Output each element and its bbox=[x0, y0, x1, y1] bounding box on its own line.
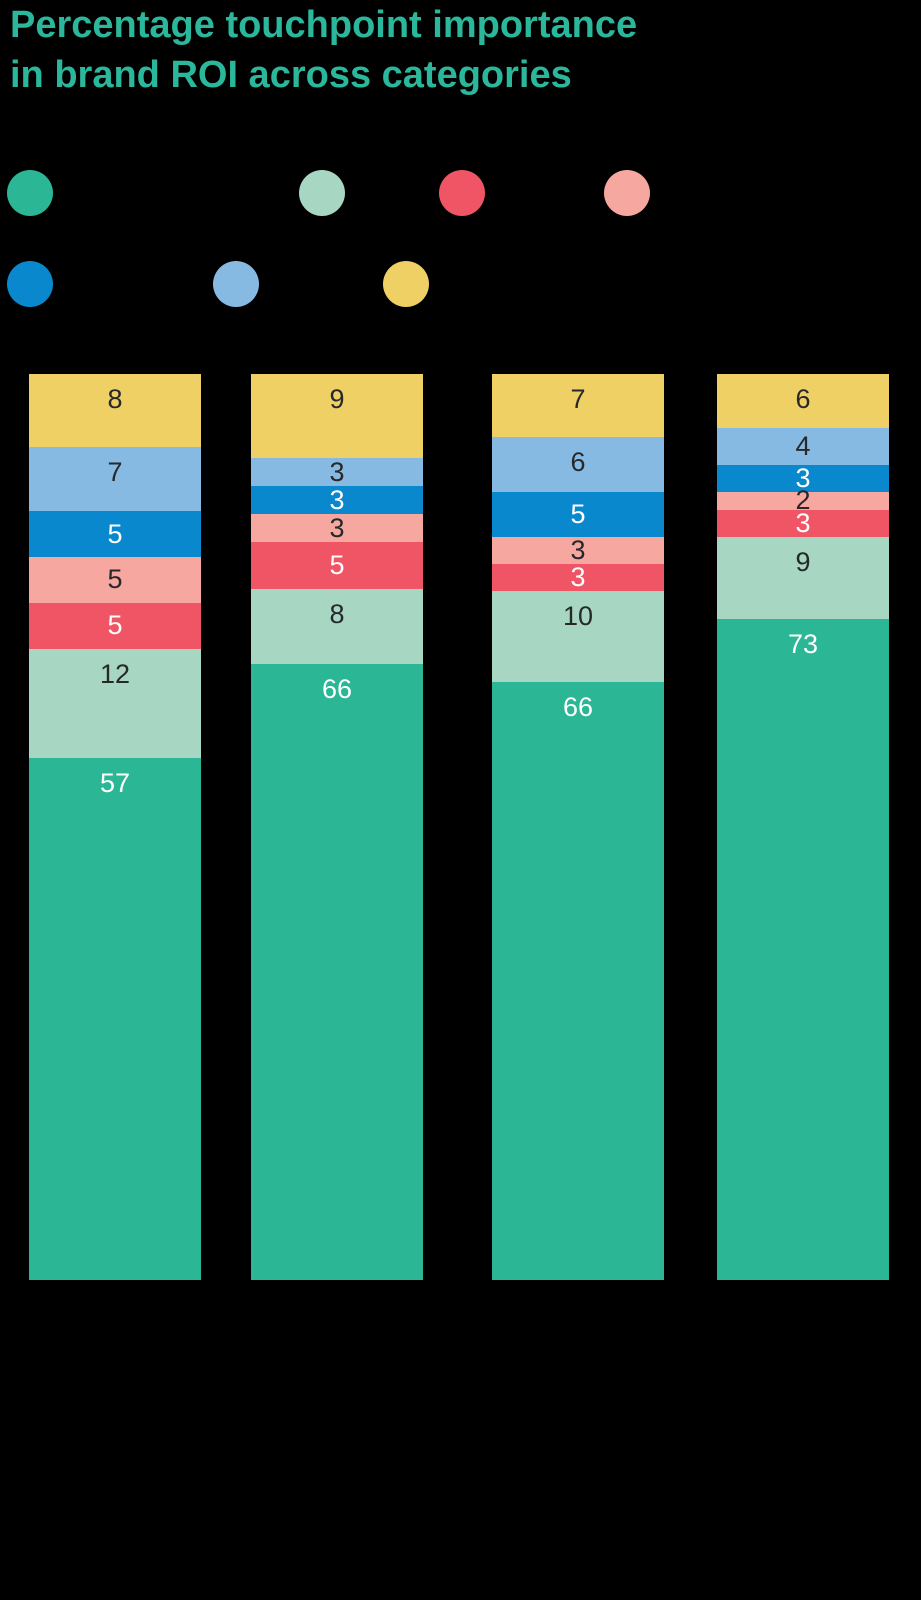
segment-value-label: 5 bbox=[107, 564, 123, 595]
segment-value-label: 5 bbox=[107, 610, 123, 641]
segment-red: 5 bbox=[29, 602, 201, 649]
segment-value-label: 2 bbox=[795, 485, 811, 516]
segment-teal: 57 bbox=[29, 758, 201, 1280]
segment-value-label: 10 bbox=[562, 601, 594, 632]
segment-value-label: 3 bbox=[329, 456, 345, 487]
segment-pink: 5 bbox=[29, 557, 201, 603]
segment-blue: 5 bbox=[492, 491, 664, 538]
segment-value-label: 3 bbox=[570, 562, 586, 593]
segment-yellow: 6 bbox=[717, 374, 889, 429]
legend-dot-pink-icon bbox=[604, 170, 650, 216]
segment-value-label: 4 bbox=[795, 430, 811, 461]
chart-title-line1: Percentage touchpoint importance bbox=[10, 4, 638, 46]
segment-light-blue: 4 bbox=[717, 428, 889, 465]
segment-value-label: 5 bbox=[570, 498, 586, 529]
segment-blue: 5 bbox=[29, 511, 201, 558]
segment-value-label: 5 bbox=[329, 549, 345, 580]
stacked-bar-4: 6 4 3 2 3 9 73 bbox=[717, 374, 889, 1281]
legend bbox=[0, 0, 921, 330]
segment-teal: 73 bbox=[717, 618, 889, 1281]
chart-title: Percentage touchpoint importance in brand… bbox=[10, 0, 637, 100]
legend-dot-light-blue-icon bbox=[213, 261, 259, 307]
segment-mint: 8 bbox=[251, 588, 423, 664]
stacked-bar-1: 8 7 5 5 5 12 57 bbox=[29, 374, 201, 1280]
stacked-bar-2: 9 3 3 3 5 8 66 bbox=[251, 374, 423, 1280]
segment-red: 5 bbox=[251, 542, 423, 589]
segment-value-label: 3 bbox=[795, 462, 811, 493]
segment-value-label: 9 bbox=[329, 384, 345, 414]
legend-dot-blue-icon bbox=[7, 261, 53, 307]
legend-dot-red-icon bbox=[439, 170, 485, 216]
segment-mint: 10 bbox=[492, 591, 664, 683]
chart-title-line2: in brand ROI across categories bbox=[10, 54, 572, 96]
segment-value-label: 12 bbox=[99, 658, 131, 689]
segment-value-label: 8 bbox=[329, 598, 345, 629]
segment-value-label: 6 bbox=[570, 447, 586, 478]
legend-dot-yellow-icon bbox=[383, 261, 429, 307]
segment-value-label: 73 bbox=[787, 628, 819, 659]
segment-red: 3 bbox=[492, 562, 664, 593]
segment-value-label: 57 bbox=[99, 768, 131, 799]
segment-value-label: 3 bbox=[570, 535, 586, 566]
segment-value-label: 3 bbox=[329, 484, 345, 515]
segment-yellow: 7 bbox=[492, 374, 664, 438]
legend-dot-teal-icon bbox=[7, 170, 53, 216]
segment-teal: 66 bbox=[492, 682, 664, 1280]
segment-value-label: 6 bbox=[795, 384, 811, 414]
segment-red: 3 bbox=[717, 507, 889, 538]
segment-value-label: 7 bbox=[570, 384, 586, 414]
legend-dot-mint-icon bbox=[299, 170, 345, 216]
segment-value-label: 3 bbox=[795, 507, 811, 538]
segment-value-label: 7 bbox=[107, 457, 123, 488]
segment-mint: 9 bbox=[717, 537, 889, 619]
segment-value-label: 3 bbox=[329, 512, 345, 543]
segment-yellow: 8 bbox=[29, 374, 201, 448]
plot-area: 8 7 5 5 5 12 57 9 3 3 3 5 8 66 7 6 5 3 3 10 66 6 4 3 2 3 9 73 bbox=[0, 374, 921, 1281]
segment-light-blue: 6 bbox=[492, 437, 664, 492]
segment-value-label: 66 bbox=[321, 673, 353, 704]
segment-blue: 3 bbox=[717, 462, 889, 493]
segment-pink: 3 bbox=[251, 512, 423, 543]
segment-pink: 2 bbox=[717, 487, 889, 514]
segment-pink: 3 bbox=[492, 535, 664, 566]
segment-mint: 12 bbox=[29, 648, 201, 759]
stacked-bar-3: 7 6 5 3 3 10 66 bbox=[492, 374, 664, 1280]
segment-yellow: 9 bbox=[251, 374, 423, 459]
segment-value-label: 8 bbox=[107, 384, 123, 414]
segment-light-blue: 7 bbox=[29, 447, 201, 512]
segment-value-label: 5 bbox=[107, 518, 123, 549]
segment-blue: 3 bbox=[251, 484, 423, 515]
segment-teal: 66 bbox=[251, 663, 423, 1280]
segment-light-blue: 3 bbox=[251, 456, 423, 487]
segment-value-label: 9 bbox=[795, 547, 811, 578]
segment-value-label: 66 bbox=[562, 692, 594, 723]
